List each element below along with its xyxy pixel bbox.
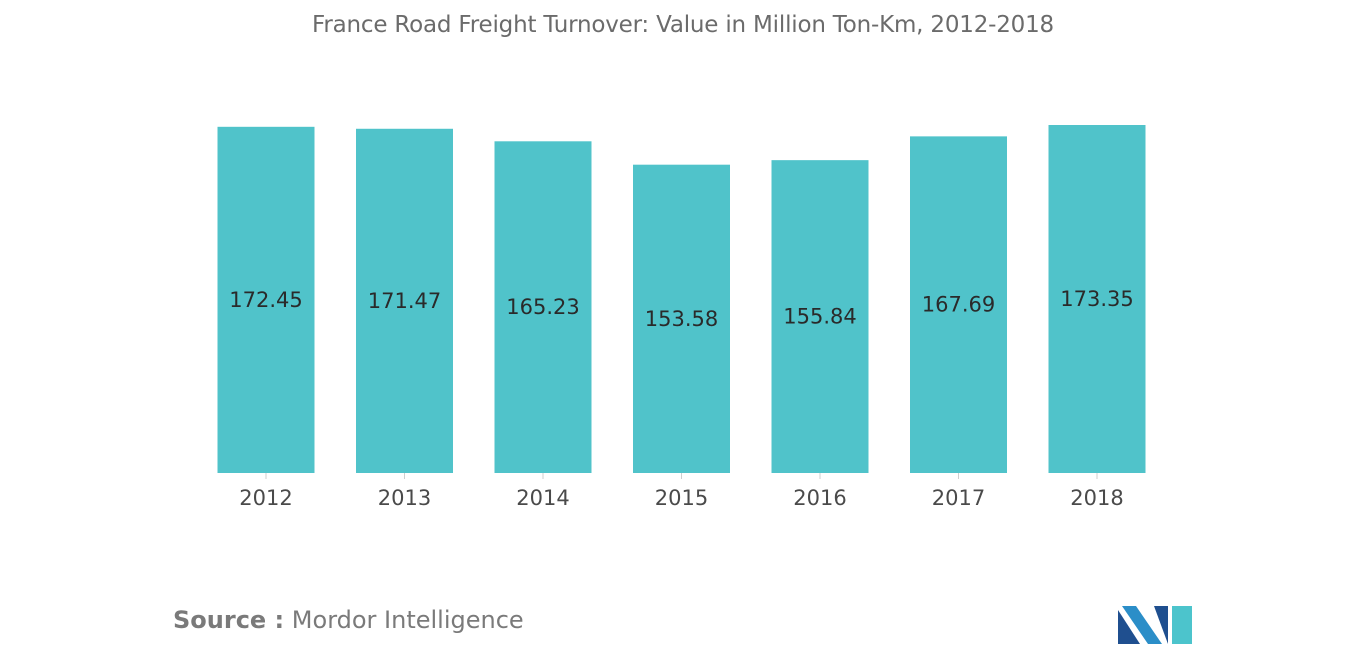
source-note: Source : Mordor Intelligence xyxy=(173,606,524,634)
bar-2012 xyxy=(217,126,315,473)
x-tick-label-2015: 2015 xyxy=(655,486,708,510)
bar-2014 xyxy=(494,141,592,473)
x-tick-label-2012: 2012 xyxy=(239,486,292,510)
bar-2015 xyxy=(633,164,730,473)
data-label-2014: 165.23 xyxy=(506,295,579,319)
bar-chart: 172.45 171.47 165.23 153.58 155.84 167.69 173.… xyxy=(217,125,1146,510)
bars-group xyxy=(217,125,1146,474)
bar-2018 xyxy=(1048,125,1146,473)
logo-shape-middle xyxy=(1122,606,1162,644)
data-label-2013: 171.47 xyxy=(368,289,441,313)
logo-shape-right xyxy=(1154,606,1168,644)
x-axis: 2012 2013 2014 2015 2016 2017 2018 xyxy=(239,473,1124,510)
data-label-2018: 173.35 xyxy=(1060,287,1133,311)
logo-shape-far-right xyxy=(1172,606,1192,644)
bar-2016 xyxy=(771,160,869,473)
bar-2013 xyxy=(356,128,453,473)
source-name: Mordor Intelligence xyxy=(291,606,524,634)
source-prefix: Source : xyxy=(173,606,285,634)
data-label-2017: 167.69 xyxy=(922,293,995,317)
logo-shape-left xyxy=(1118,610,1140,644)
x-tick-label-2014: 2014 xyxy=(516,486,569,510)
data-label-2016: 155.84 xyxy=(783,305,856,329)
x-tick-label-2013: 2013 xyxy=(378,486,431,510)
data-label-2015: 153.58 xyxy=(645,307,718,331)
mordor-intelligence-logo-icon xyxy=(1118,606,1192,644)
x-tick-label-2017: 2017 xyxy=(932,486,985,510)
data-labels-group: 172.45 171.47 165.23 153.58 155.84 167.69 173.… xyxy=(229,287,1133,331)
bar-2017 xyxy=(910,136,1007,474)
x-tick-label-2018: 2018 xyxy=(1070,486,1123,510)
data-label-2012: 172.45 xyxy=(229,288,302,312)
x-tick-label-2016: 2016 xyxy=(793,486,846,510)
chart-title: France Road Freight Turnover: Value in M… xyxy=(312,12,1054,38)
